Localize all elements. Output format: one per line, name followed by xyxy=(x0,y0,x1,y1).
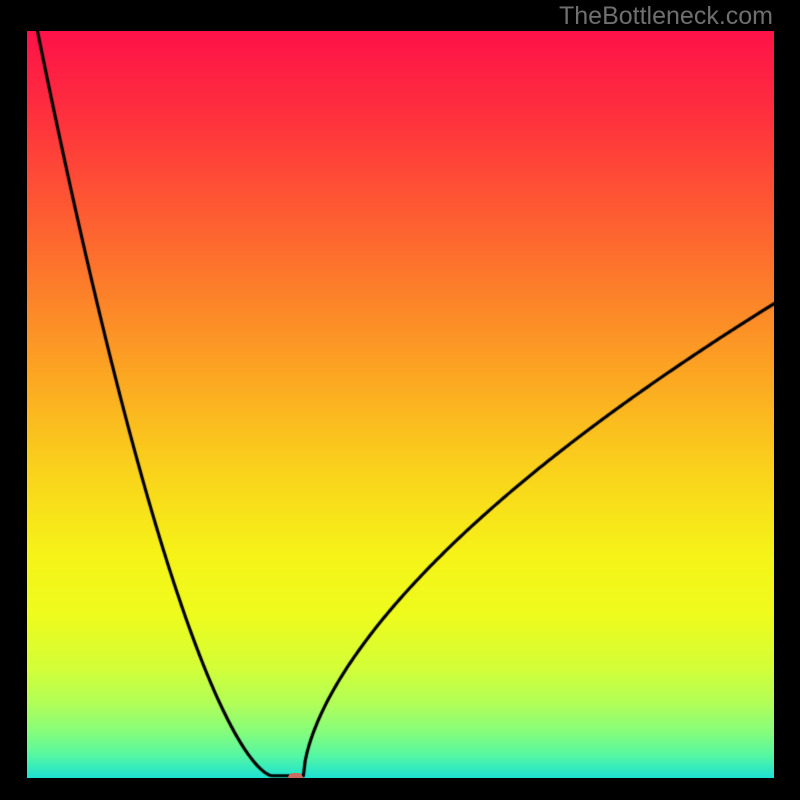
plot-area xyxy=(27,31,774,778)
watermark-text: TheBottleneck.com xyxy=(559,2,773,31)
curve-layer xyxy=(27,31,774,778)
frame-bottom xyxy=(0,778,800,800)
chart-container: TheBottleneck.com xyxy=(0,0,800,800)
frame-right xyxy=(774,0,800,800)
frame-left xyxy=(0,0,27,800)
